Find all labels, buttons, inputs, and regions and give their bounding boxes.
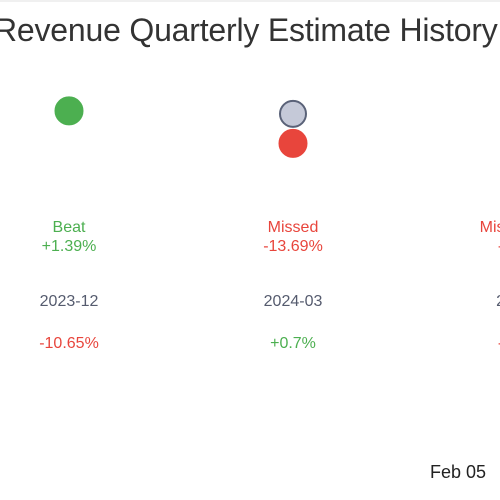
result-label: Beat [53,219,86,236]
result-label: Missed [480,219,500,236]
result-label: Missed [268,219,319,236]
surprise-label: -13.69% [263,238,323,255]
surprise-label: -1 [498,238,500,255]
category-label: 2024-03 [264,293,323,310]
category-label: 20 [496,293,500,310]
title-rule [0,0,500,2]
estimate-point [279,99,307,128]
actual-point [54,96,84,126]
category-label: 2023-12 [40,293,99,310]
chart-title: Revenue Quarterly Estimate History [0,12,498,48]
change-label: -8 [498,335,500,352]
change-label: +0.7% [270,335,316,352]
actual-point [278,128,308,158]
footer-date: Feb 05 [430,462,487,482]
surprise-label: +1.39% [42,238,97,255]
change-label: -10.65% [39,335,99,352]
